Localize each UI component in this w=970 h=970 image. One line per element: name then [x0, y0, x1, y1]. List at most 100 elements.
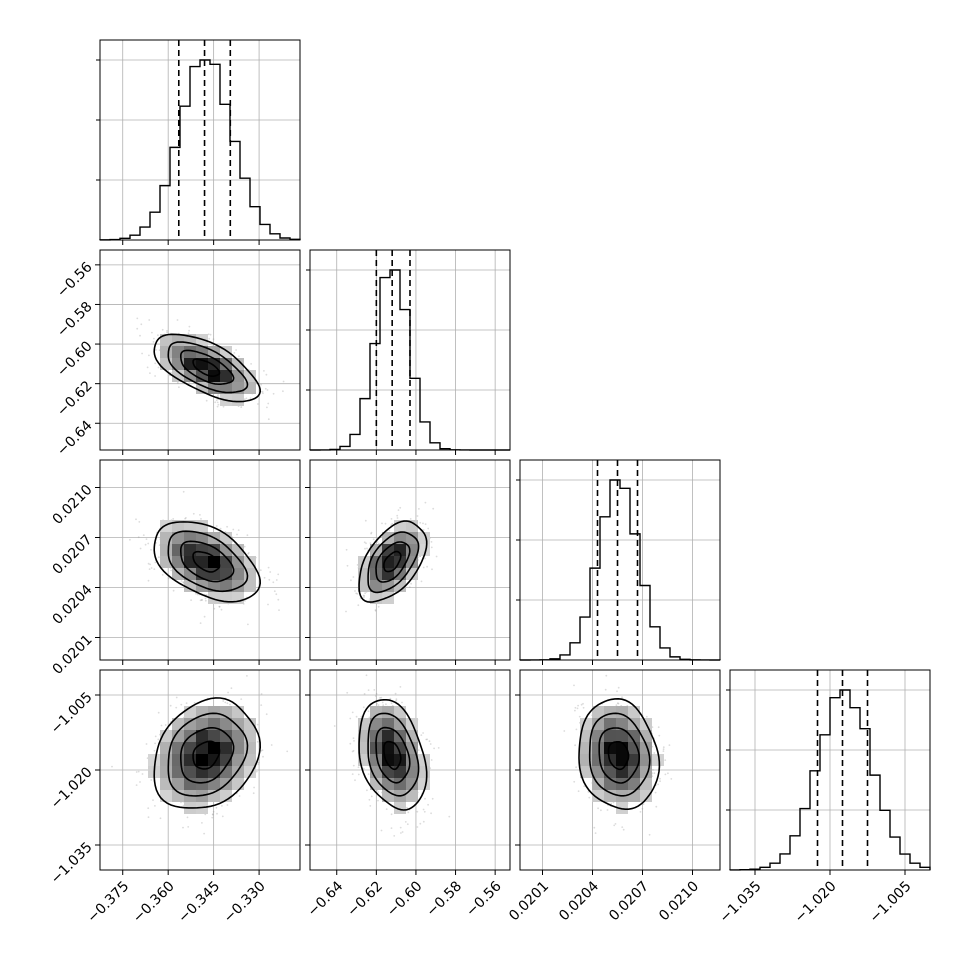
- y-tick-label: −0.62: [54, 378, 96, 420]
- sample-point: [150, 548, 152, 551]
- density-cell: [184, 718, 196, 730]
- hist-panel-1: [306, 249, 511, 451]
- sample-point: [152, 799, 154, 801]
- density-cell: [628, 706, 640, 718]
- sample-point: [238, 355, 240, 358]
- sample-point: [406, 806, 408, 809]
- sample-point: [641, 807, 644, 810]
- sample-point: [357, 766, 360, 769]
- sample-point: [432, 507, 435, 510]
- sample-point: [157, 738, 160, 741]
- sample-point: [385, 808, 388, 810]
- sample-point: [152, 341, 155, 343]
- density-cell: [208, 358, 220, 370]
- sample-point: [170, 569, 173, 572]
- density-cell: [394, 568, 406, 580]
- sample-point: [268, 578, 271, 581]
- sample-point: [243, 398, 246, 401]
- density-cell: [406, 778, 418, 790]
- density-cell: [172, 730, 184, 742]
- sample-point: [157, 366, 160, 369]
- sample-point: [160, 724, 163, 727]
- sample-point: [215, 806, 218, 809]
- sample-point: [395, 699, 398, 702]
- sample-point: [370, 531, 373, 534]
- sample-point: [582, 706, 585, 709]
- panel-frame-2-1: [309, 459, 511, 661]
- sample-point: [381, 522, 383, 525]
- density-cells-3-2: [580, 706, 664, 814]
- sample-point: [204, 599, 207, 602]
- sample-point: [645, 715, 648, 718]
- sample-point: [150, 567, 153, 569]
- hist-panel-0: [96, 39, 301, 241]
- sample-point: [157, 711, 160, 714]
- sample-point: [148, 354, 150, 357]
- density-cell: [394, 778, 406, 790]
- sample-point: [187, 826, 190, 828]
- sample-point: [351, 773, 354, 775]
- sample-point: [218, 605, 221, 608]
- sample-point: [352, 737, 355, 740]
- sample-point: [373, 689, 376, 691]
- sample-point: [190, 599, 193, 601]
- sample-point: [365, 542, 367, 545]
- sample-point: [240, 406, 243, 409]
- sample-point: [582, 702, 584, 705]
- sample-point: [149, 372, 151, 374]
- sample-point: [369, 805, 372, 807]
- sample-point: [236, 533, 238, 536]
- density-cell: [394, 742, 406, 754]
- density-cell: [592, 790, 604, 802]
- sample-point: [253, 786, 256, 789]
- sample-point: [270, 744, 273, 746]
- sample-point: [659, 780, 661, 783]
- sample-point: [277, 573, 280, 576]
- contour-2-1-3: [358, 520, 428, 603]
- sample-point: [135, 518, 137, 521]
- panel-content-1-0: [100, 250, 300, 450]
- density-cell: [160, 766, 172, 778]
- y-tick-label: −1.005: [48, 689, 96, 737]
- sample-point: [575, 766, 577, 769]
- sample-point: [172, 518, 175, 520]
- sample-point: [583, 785, 586, 788]
- density-cell: [358, 730, 370, 742]
- panel-content-3-1: [310, 670, 510, 870]
- sample-point: [266, 389, 269, 391]
- density-cell: [220, 544, 232, 556]
- sample-point: [170, 371, 172, 374]
- sample-point: [389, 697, 392, 700]
- density-cell: [160, 520, 172, 532]
- density-cell: [580, 730, 592, 742]
- sample-point: [185, 702, 188, 705]
- sample-point: [214, 401, 217, 404]
- sample-point: [416, 515, 419, 517]
- sample-point: [275, 579, 278, 581]
- density-cell: [208, 556, 220, 568]
- sample-point: [390, 702, 393, 705]
- sample-point: [430, 812, 432, 815]
- density-cell: [172, 370, 184, 382]
- contour-3-2-1: [598, 727, 640, 784]
- density-cell: [196, 778, 208, 790]
- sample-point: [226, 702, 229, 705]
- sample-point: [372, 538, 375, 541]
- sample-point: [161, 328, 164, 331]
- density-cell: [232, 556, 244, 568]
- scatter-panel-2-1: [309, 459, 511, 661]
- sample-point: [267, 566, 270, 569]
- sample-point: [597, 807, 599, 810]
- density-cell: [604, 790, 616, 802]
- sample-point: [182, 581, 185, 584]
- sample-point: [429, 743, 432, 745]
- sample-point: [154, 742, 157, 745]
- sample-point: [137, 770, 140, 773]
- sample-point: [154, 375, 157, 377]
- sample-point: [664, 773, 667, 776]
- sample-point: [184, 517, 187, 520]
- density-cell: [220, 754, 232, 766]
- density-cell: [592, 754, 604, 766]
- sample-point: [224, 701, 227, 704]
- contour-2-0-0: [192, 550, 221, 573]
